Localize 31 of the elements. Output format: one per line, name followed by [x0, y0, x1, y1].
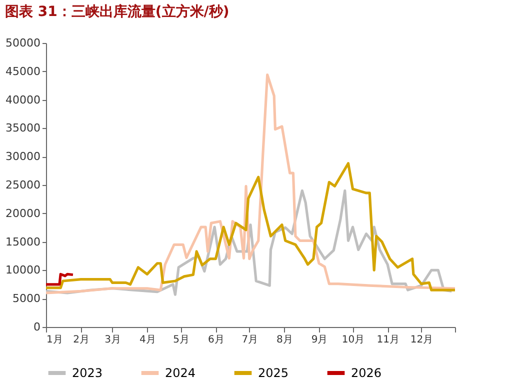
y-tick-label: 10000 — [6, 264, 40, 277]
x-tick-label: 2月 — [73, 334, 90, 346]
line-series — [46, 272, 74, 286]
line-series — [46, 162, 455, 292]
legend-label: 2026 — [351, 366, 382, 380]
y-tick-label: 30000 — [6, 150, 40, 164]
x-tick-label: 3月 — [104, 334, 121, 346]
x-tick-label: 1月 — [46, 334, 63, 346]
y-tick-label: 0 — [34, 320, 40, 334]
legend-label: 2023 — [72, 366, 103, 380]
y-tick-label: 25000 — [6, 178, 40, 192]
y-tick-label: 35000 — [6, 122, 40, 135]
line-series — [46, 74, 455, 294]
x-tick-label: 4月 — [139, 334, 156, 346]
x-tick-label: 8月 — [276, 334, 293, 346]
y-tick-label: 5000 — [12, 292, 40, 306]
x-tick-label: 12月 — [410, 334, 434, 346]
x-tick-label: 9月 — [311, 334, 328, 346]
chart-title: 图表 31：三峡出库流量(立方米/秒) — [5, 3, 230, 20]
y-tick-label: 15000 — [6, 235, 40, 248]
y-tick-label: 50000 — [6, 36, 40, 50]
y-tick-label: 20000 — [6, 206, 40, 220]
legend-label: 2024 — [165, 366, 196, 380]
y-tick-label: 40000 — [6, 93, 40, 106]
y-tick-label: 45000 — [6, 64, 40, 78]
x-tick-label: 10月 — [342, 334, 365, 346]
legend-label: 2025 — [258, 366, 289, 380]
x-tick-label: 5月 — [173, 334, 190, 346]
x-tick-label: 11月 — [376, 334, 400, 346]
x-tick-label: 6月 — [208, 334, 224, 346]
x-tick-label: 7月 — [242, 334, 258, 346]
